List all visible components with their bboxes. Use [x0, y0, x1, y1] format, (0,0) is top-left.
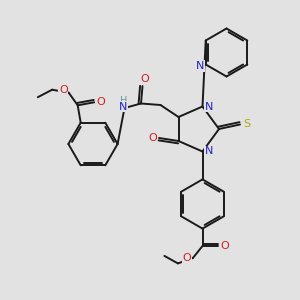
Text: H: H — [120, 96, 127, 106]
Text: O: O — [148, 133, 157, 143]
Text: N: N — [196, 61, 205, 71]
Text: O: O — [96, 97, 105, 107]
Text: S: S — [243, 119, 250, 130]
Text: O: O — [59, 85, 68, 95]
Text: O: O — [140, 74, 149, 85]
Text: O: O — [220, 241, 229, 251]
Text: O: O — [182, 253, 191, 263]
Text: N: N — [205, 146, 213, 157]
Text: N: N — [205, 101, 213, 112]
Text: N: N — [119, 101, 127, 112]
